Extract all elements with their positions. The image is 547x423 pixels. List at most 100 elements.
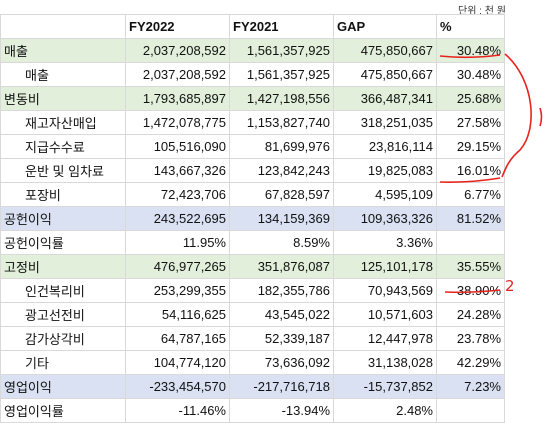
cell-value: 25.68% (436, 86, 505, 111)
table-row: 재고자산매입 1,472,078,775 1,153,827,740 318,251,… (0, 110, 505, 135)
table-row: 영업이익 -233,454,570 -217,716,718 -15,737,852 7… (0, 374, 505, 399)
row-label: 기타 (0, 350, 126, 375)
cell-value: 475,850,667 (333, 62, 437, 87)
cell-value: 104,774,120 (125, 350, 230, 375)
cell-value (436, 398, 505, 423)
cell-value: 351,876,087 (229, 254, 334, 279)
row-label: 지급수수료 (0, 134, 126, 159)
row-label: 변동비 (0, 86, 126, 111)
row-label: 재고자산매입 (0, 110, 126, 135)
annotation-stroke (539, 107, 543, 127)
cell-value: 253,299,355 (125, 278, 230, 303)
cell-value: 35.55% (436, 254, 505, 279)
annotation-number-2: 2 (505, 277, 515, 295)
cell-value: 476,977,265 (125, 254, 230, 279)
cell-value: 318,251,035 (333, 110, 437, 135)
cell-value: 67,828,597 (229, 182, 334, 207)
cell-value: 23,816,114 (333, 134, 437, 159)
table-row: 광고선전비 54,116,625 43,545,022 10,571,603 24.28… (0, 302, 505, 327)
bracket-mark (501, 53, 532, 178)
header-cell-percent: % (436, 14, 505, 39)
cell-value: 243,522,695 (125, 206, 230, 231)
cell-value: 52,339,187 (229, 326, 334, 351)
cell-value: 12,447,978 (333, 326, 437, 351)
cell-value: 123,842,243 (229, 158, 334, 183)
header-cell-label (0, 14, 126, 39)
cell-value: 72,423,706 (125, 182, 230, 207)
cell-value: 19,825,083 (333, 158, 437, 183)
table-row: 공헌이익 243,522,695 134,159,369 109,363,326 81.… (0, 206, 505, 231)
row-label: 인건복리비 (0, 278, 126, 303)
cell-value: 3.36% (333, 230, 437, 255)
cell-value: 16.01% (436, 158, 505, 183)
cell-value: 2.48% (333, 398, 437, 423)
cell-value: -13.94% (229, 398, 334, 423)
cell-value (436, 230, 505, 255)
cell-value: 2,037,208,592 (125, 62, 230, 87)
cell-value: 38.90% (436, 278, 505, 303)
cell-value: 1,561,357,925 (229, 38, 334, 63)
cell-value: 366,487,341 (333, 86, 437, 111)
cell-value: 64,787,165 (125, 326, 230, 351)
cell-value: 42.29% (436, 350, 505, 375)
cell-value: 81.52% (436, 206, 505, 231)
cell-value: 24.28% (436, 302, 505, 327)
cell-value: 81,699,976 (229, 134, 334, 159)
row-label: 고정비 (0, 254, 126, 279)
cell-value: 1,153,827,740 (229, 110, 334, 135)
row-label: 감가상각비 (0, 326, 126, 351)
cell-value: 125,101,178 (333, 254, 437, 279)
header-cell-fy2021: FY2021 (229, 14, 334, 39)
financial-table: FY2022 FY2021 GAP % 매출 2,037,208,592 1,561… (0, 14, 505, 423)
table-row: 공헌이익률 11.95% 8.59% 3.36% (0, 230, 505, 255)
table-row: 변동비 1,793,685,897 1,427,198,556 366,487,341… (0, 86, 505, 111)
row-label: 광고선전비 (0, 302, 126, 327)
row-label: 공헌이익률 (0, 230, 126, 255)
cell-value: 54,116,625 (125, 302, 230, 327)
table-row: 기타 104,774,120 73,636,092 31,138,028 42.29% (0, 350, 505, 375)
table-row: 지급수수료 105,516,090 81,699,976 23,816,114 29.1… (0, 134, 505, 159)
header-row: FY2022 FY2021 GAP % (0, 14, 505, 39)
cell-value: 10,571,603 (333, 302, 437, 327)
cell-value: 143,667,326 (125, 158, 230, 183)
cell-value: 30.48% (436, 62, 505, 87)
cell-value: 7.23% (436, 374, 505, 399)
header-cell-gap: GAP (333, 14, 437, 39)
table-body: 매출 2,037,208,592 1,561,357,925 475,850,667 3… (0, 38, 505, 423)
cell-value: 27.58% (436, 110, 505, 135)
cell-value: 1,793,685,897 (125, 86, 230, 111)
row-label: 매출 (0, 38, 126, 63)
table-row: 인건복리비 253,299,355 182,355,786 70,943,569 38.… (0, 278, 505, 303)
cell-value: 105,516,090 (125, 134, 230, 159)
cell-value: 475,850,667 (333, 38, 437, 63)
cell-value: 6.77% (436, 182, 505, 207)
table-row: 운반 및 임차료 143,667,326 123,842,243 19,825,083… (0, 158, 505, 183)
cell-value: 1,427,198,556 (229, 86, 334, 111)
cell-value: 182,355,786 (229, 278, 334, 303)
table-row: 고정비 476,977,265 351,876,087 125,101,178 35.5… (0, 254, 505, 279)
cell-value: 1,561,357,925 (229, 62, 334, 87)
row-label: 매출 (0, 62, 126, 87)
cell-value: -217,716,718 (229, 374, 334, 399)
cell-value: -15,737,852 (333, 374, 437, 399)
unit-label: 단위 : 천 원 (458, 6, 506, 17)
table-row: 매출 2,037,208,592 1,561,357,925 475,850,667 3… (0, 38, 505, 63)
row-label: 영업이익률 (0, 398, 126, 423)
row-label: 공헌이익 (0, 206, 126, 231)
table-row: 영업이익률 -11.46% -13.94% 2.48% (0, 398, 505, 423)
cell-value: 23.78% (436, 326, 505, 351)
header-cell-fy2022: FY2022 (125, 14, 230, 39)
cell-value: 30.48% (436, 38, 505, 63)
table-row: 감가상각비 64,787,165 52,339,187 12,447,978 23.78… (0, 326, 505, 351)
row-label: 운반 및 임차료 (0, 158, 126, 183)
cell-value: 1,472,078,775 (125, 110, 230, 135)
row-label: 영업이익 (0, 374, 126, 399)
table-row: 포장비 72,423,706 67,828,597 4,595,109 6.77% (0, 182, 505, 207)
table-row: 매출 2,037,208,592 1,561,357,925 475,850,667 3… (0, 62, 505, 87)
cell-value: 109,363,326 (333, 206, 437, 231)
cell-value: 73,636,092 (229, 350, 334, 375)
cell-value: 2,037,208,592 (125, 38, 230, 63)
cell-value: -233,454,570 (125, 374, 230, 399)
cell-value: 29.15% (436, 134, 505, 159)
cell-value: -11.46% (125, 398, 230, 423)
